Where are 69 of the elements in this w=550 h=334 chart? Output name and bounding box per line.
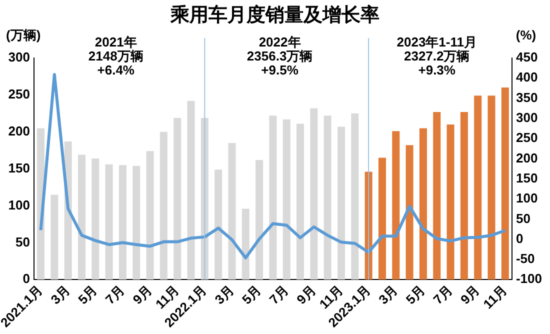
bar	[419, 128, 427, 280]
y2-tick-label: 250	[516, 130, 538, 146]
bar	[92, 158, 100, 280]
bar	[78, 154, 86, 280]
bar	[242, 208, 250, 280]
y2-axis-title: (%)	[516, 28, 536, 43]
bar	[118, 165, 126, 280]
bar	[488, 96, 496, 280]
y2-tick-label: 400	[516, 70, 538, 85]
bar	[174, 118, 182, 280]
bar	[324, 116, 332, 280]
y2-tick-label: 0	[516, 230, 524, 246]
annotation: 2023年1-11月 2327.2万辆 +9.3%	[396, 34, 477, 78]
bar	[187, 100, 195, 280]
y2-tick-label: 200	[516, 150, 538, 166]
x-tick-label: 5月	[239, 282, 264, 308]
bar	[282, 119, 290, 280]
y2-tick-label: 150	[516, 170, 538, 186]
bar	[269, 116, 277, 280]
bar	[146, 151, 154, 280]
y2-tick-label: -100	[516, 271, 542, 286]
x-tick-label: 9月	[458, 282, 482, 308]
y2-tick-label: 50	[516, 210, 530, 226]
x-tick-label: 7月	[102, 282, 128, 308]
x-tick-label: 5月	[402, 282, 428, 308]
bar	[228, 142, 236, 280]
bar	[132, 166, 140, 280]
bar	[474, 96, 482, 280]
bar	[392, 131, 400, 280]
bar	[296, 124, 304, 280]
y-tick-label: 50	[15, 234, 30, 250]
y-tick-label: 200	[8, 123, 30, 138]
y2-tick-label: -50	[516, 251, 535, 266]
y-tick-label: 150	[8, 160, 30, 176]
bar	[406, 145, 414, 280]
y-axis-title: (万辆)	[6, 28, 41, 43]
bar	[105, 164, 113, 280]
bar	[310, 108, 318, 280]
annotation: 2021年 2148万辆 +6.4%	[88, 34, 144, 78]
bar	[446, 124, 454, 280]
x-tick-label: 3月	[376, 282, 401, 308]
annotation: 2022年 2356.3万辆 +9.5%	[246, 34, 313, 78]
x-tick-label: 5月	[75, 282, 100, 308]
bar	[50, 194, 58, 280]
bar	[501, 88, 509, 280]
x-tick-label: 9月	[130, 282, 155, 308]
y2-tick-label: 350	[516, 90, 538, 105]
y2-tick-label: 450	[516, 50, 538, 65]
bar	[337, 126, 346, 280]
bar	[433, 112, 441, 280]
x-tick-label: 7月	[266, 282, 292, 308]
y2-tick-label: 300	[516, 110, 538, 126]
chart-title: 乘用车月度销量及增长率	[170, 4, 380, 26]
x-tick-label: 3月	[212, 282, 237, 308]
bar	[460, 112, 468, 280]
x-tick-label: 7月	[430, 282, 456, 308]
y2-tick-label: 100	[516, 190, 538, 206]
y-tick-label: 0	[22, 271, 30, 286]
x-tick-label: 9月	[294, 282, 319, 308]
y-tick-label: 100	[8, 197, 30, 212]
bar	[160, 132, 168, 280]
x-tick-label: 11月	[480, 282, 510, 312]
bar	[256, 160, 264, 280]
bar	[351, 113, 359, 280]
bar	[214, 170, 222, 280]
y-tick-label: 300	[8, 50, 30, 65]
y-tick-label: 250	[8, 86, 30, 102]
x-tick-label: 3月	[48, 282, 73, 308]
bar	[378, 158, 386, 280]
